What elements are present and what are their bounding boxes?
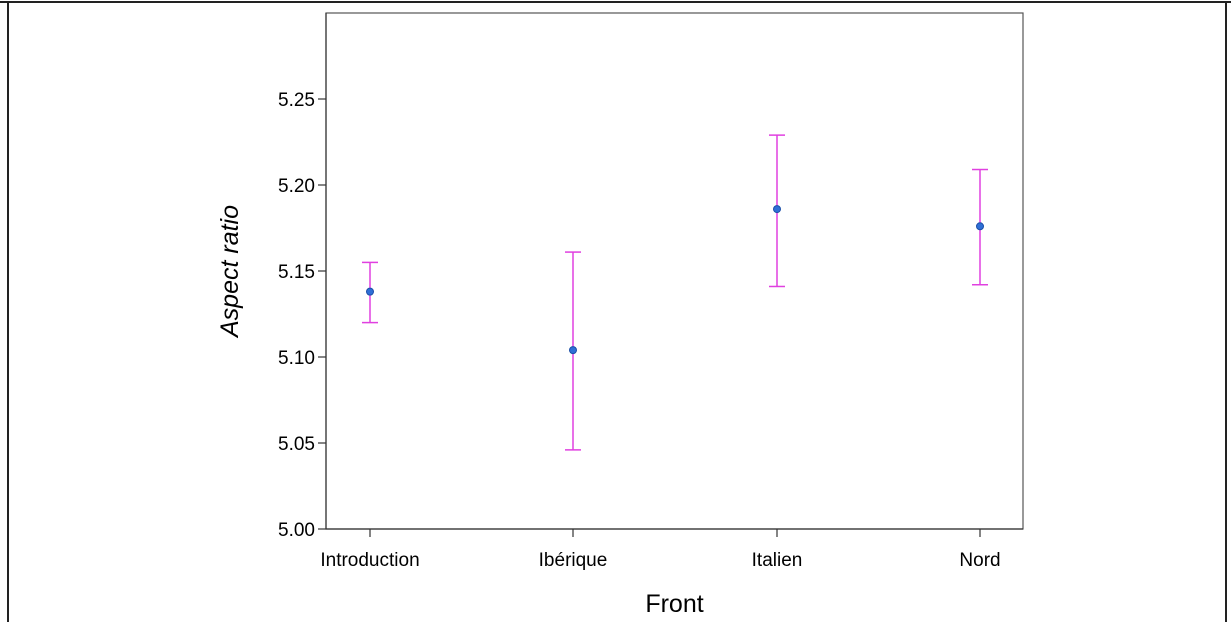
x-axis: Introduction Ibérique Italien Nord bbox=[320, 528, 1023, 571]
x-tick-label: Ibérique bbox=[539, 550, 608, 571]
y-tick-label: 5.00 bbox=[278, 520, 315, 541]
y-axis: 5.00 5.05 5.10 5.15 5.20 5.25 bbox=[278, 13, 327, 541]
y-tick-label: 5.10 bbox=[278, 348, 315, 369]
mean-point bbox=[366, 287, 374, 296]
y-tick-label: 5.20 bbox=[278, 176, 315, 197]
interval-marks bbox=[362, 134, 988, 451]
x-axis-title: Front bbox=[645, 590, 703, 618]
mean-point bbox=[569, 346, 577, 355]
y-tick-label: 5.05 bbox=[278, 434, 315, 455]
x-tick-label: Introduction bbox=[320, 550, 419, 571]
y-tick-label: 5.25 bbox=[278, 90, 315, 111]
mean-point bbox=[976, 222, 984, 231]
x-tick-label: Nord bbox=[959, 550, 1000, 571]
y-axis-title: Aspect ratio bbox=[216, 205, 244, 339]
plot-area-frame bbox=[325, 12, 1024, 530]
mean-point bbox=[773, 205, 781, 214]
x-tick-label: Italien bbox=[752, 550, 803, 571]
y-tick-label: 5.15 bbox=[278, 262, 315, 283]
